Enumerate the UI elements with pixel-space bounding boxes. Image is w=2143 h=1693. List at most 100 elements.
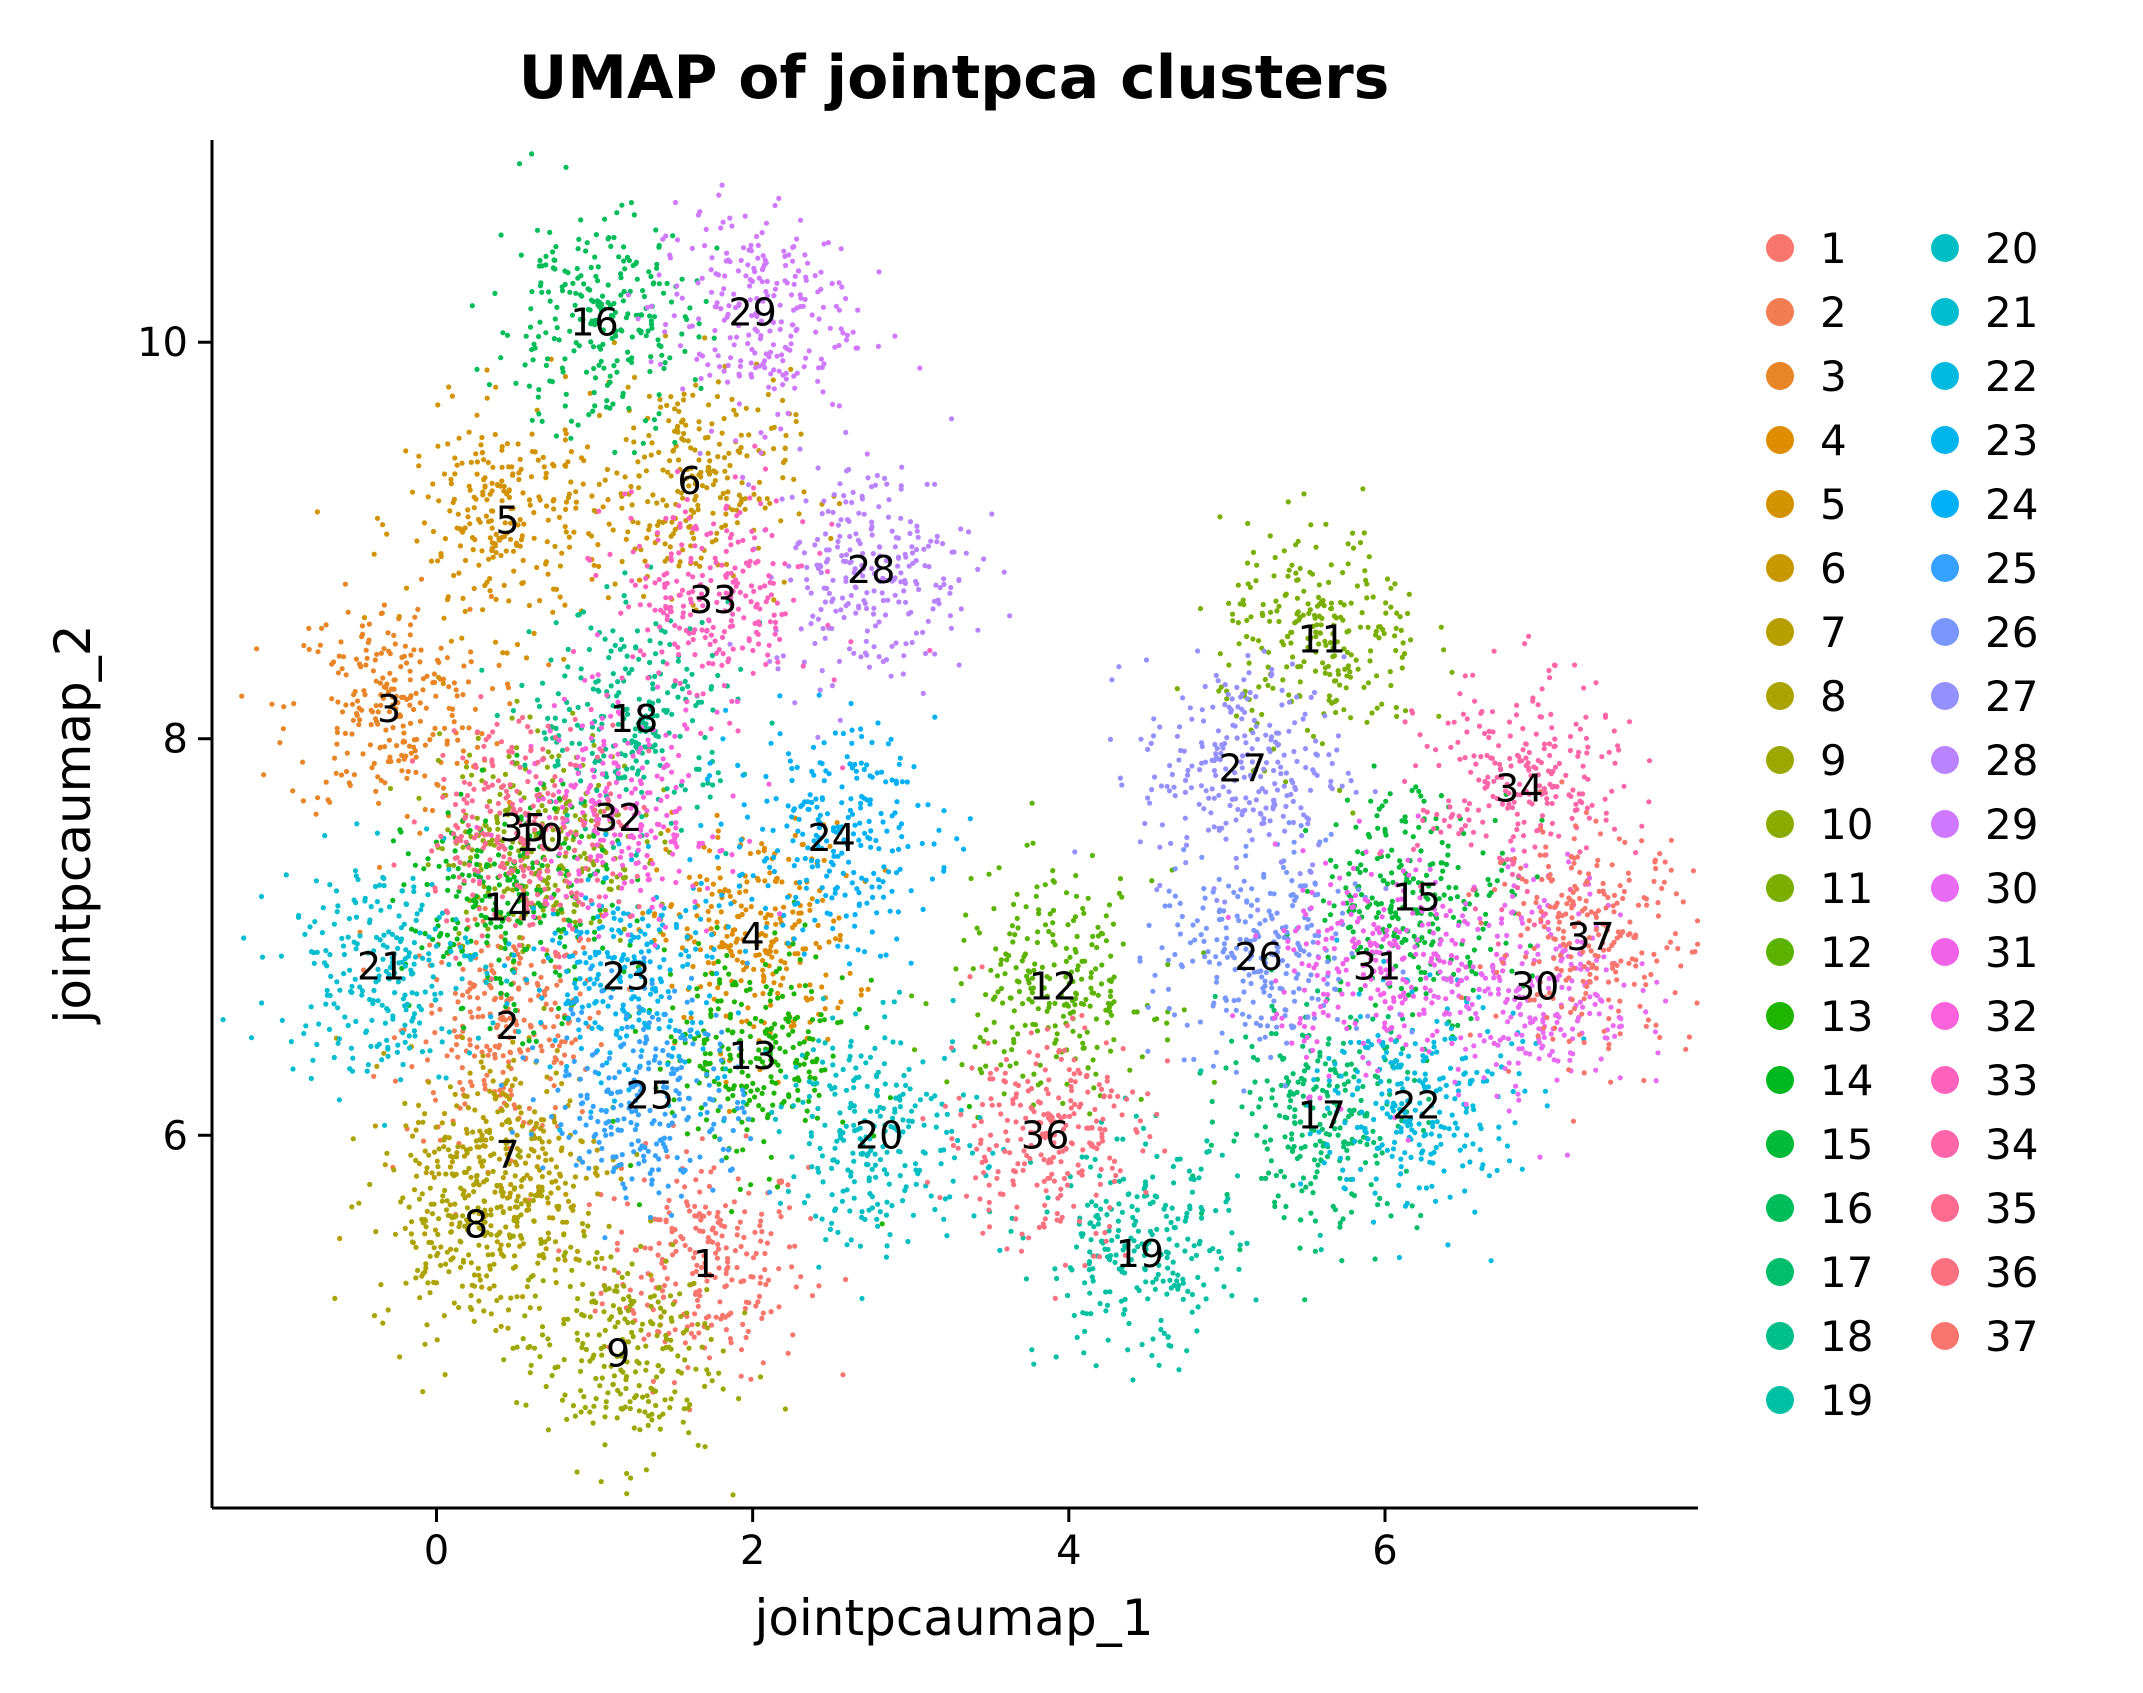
point — [568, 479, 574, 485]
point — [548, 1157, 554, 1163]
point — [1198, 1068, 1204, 1074]
point — [493, 550, 499, 556]
point — [840, 1119, 846, 1125]
point — [578, 778, 584, 784]
point — [662, 839, 668, 845]
point — [1093, 1071, 1099, 1077]
point — [697, 947, 704, 953]
point — [596, 481, 602, 487]
point — [538, 1240, 544, 1246]
point — [509, 1082, 515, 1089]
point — [338, 639, 344, 645]
point — [736, 913, 742, 920]
point — [1318, 1247, 1324, 1253]
point — [713, 1034, 719, 1040]
point — [490, 774, 496, 780]
point — [481, 457, 487, 463]
point — [452, 1201, 458, 1207]
point — [658, 830, 664, 837]
point — [626, 405, 632, 411]
point — [1013, 1060, 1019, 1066]
point — [1176, 1367, 1182, 1373]
point — [384, 681, 390, 687]
point — [317, 642, 323, 648]
point — [764, 1240, 771, 1246]
point — [1042, 882, 1048, 888]
point — [499, 1122, 505, 1128]
point — [515, 1214, 521, 1221]
point — [1022, 1022, 1028, 1028]
point — [1014, 891, 1020, 897]
point — [998, 985, 1005, 992]
point — [594, 1249, 600, 1256]
point — [393, 693, 399, 699]
point — [638, 1290, 644, 1296]
point — [737, 1219, 743, 1225]
point — [715, 828, 721, 834]
point — [480, 1114, 486, 1121]
point — [493, 384, 499, 390]
point — [723, 1283, 730, 1289]
point — [602, 1265, 608, 1271]
point — [1156, 1362, 1162, 1368]
point — [1361, 530, 1367, 536]
point — [340, 654, 347, 660]
point — [629, 334, 635, 340]
point — [835, 1020, 841, 1026]
point — [404, 775, 410, 781]
point — [503, 1224, 509, 1230]
point — [682, 1242, 688, 1248]
point — [350, 717, 356, 723]
point — [559, 1397, 566, 1403]
point — [477, 519, 483, 525]
point — [1410, 1012, 1416, 1018]
point — [813, 954, 819, 960]
point — [1110, 921, 1116, 927]
point — [1418, 1212, 1424, 1219]
point — [759, 1315, 765, 1321]
point — [1180, 1280, 1186, 1286]
point — [753, 1303, 759, 1309]
point — [1225, 1196, 1231, 1202]
point — [487, 1088, 493, 1094]
point — [776, 1266, 782, 1272]
point — [631, 1298, 637, 1304]
point — [709, 1378, 715, 1384]
point — [1134, 1009, 1140, 1015]
point — [464, 896, 470, 902]
point — [469, 1083, 475, 1089]
point — [706, 917, 712, 923]
point — [823, 1237, 829, 1243]
point — [515, 441, 521, 447]
point — [1262, 1124, 1268, 1130]
point — [1353, 657, 1359, 663]
point — [840, 1066, 846, 1073]
point — [545, 1336, 551, 1342]
point — [738, 1373, 744, 1379]
point — [594, 1172, 600, 1178]
point — [1098, 1238, 1104, 1244]
point — [500, 1189, 506, 1196]
point — [559, 550, 565, 556]
point — [605, 497, 611, 503]
point — [457, 543, 464, 549]
point — [551, 463, 557, 469]
point — [716, 1081, 722, 1087]
point — [1448, 896, 1454, 902]
point — [795, 1087, 801, 1093]
point — [462, 525, 468, 531]
point — [714, 1255, 721, 1261]
point — [695, 1126, 701, 1132]
point — [1333, 863, 1339, 870]
point — [634, 1358, 640, 1364]
point — [497, 791, 503, 798]
point — [659, 1288, 666, 1294]
point — [376, 800, 382, 807]
point — [1184, 1210, 1190, 1216]
point — [465, 679, 472, 685]
point — [1322, 1061, 1328, 1067]
point — [1315, 1162, 1321, 1168]
point — [1471, 947, 1477, 953]
point — [551, 336, 557, 342]
point — [1357, 1049, 1363, 1055]
